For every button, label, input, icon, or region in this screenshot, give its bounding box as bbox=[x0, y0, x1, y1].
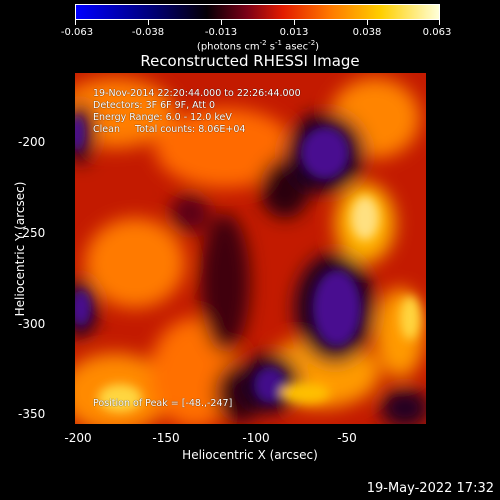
colorbar-tick-label: -0.013 bbox=[204, 27, 238, 38]
x-tick-label: -100 bbox=[242, 431, 270, 445]
y-tick-label: -350 bbox=[18, 407, 46, 421]
rhessi-image bbox=[75, 73, 426, 424]
y-axis-title: Heliocentric Y (arcsec) bbox=[13, 181, 27, 317]
plot-title: Reconstructed RHESSI Image bbox=[140, 52, 360, 70]
clean-counts-text: Clean Total counts: 8.06E+04 bbox=[93, 124, 246, 135]
timestamp: 19-May-2022 17:32 bbox=[366, 481, 494, 496]
colorbar-tick-label: 0.063 bbox=[422, 27, 452, 38]
y-tick-label: -300 bbox=[18, 317, 46, 331]
colorbar-tick bbox=[294, 20, 295, 25]
colorbar-tick-label: -0.038 bbox=[131, 27, 165, 38]
colorbar-tick bbox=[148, 20, 149, 25]
x-tick-label: -150 bbox=[152, 431, 180, 445]
peak-position-text: Position of Peak = [-48.,-247] bbox=[93, 398, 233, 409]
colorbar-tick bbox=[439, 20, 440, 25]
x-tick-label: -50 bbox=[337, 431, 357, 445]
colorbar-tick-label: 0.038 bbox=[352, 27, 382, 38]
colorbar-tick bbox=[75, 20, 76, 25]
colorbar bbox=[75, 4, 440, 20]
colorbar-tick-label: -0.063 bbox=[60, 27, 94, 38]
energy-range-text: Energy Range: 6.0 - 12.0 keV bbox=[93, 112, 232, 123]
x-tick-label: -200 bbox=[64, 431, 92, 445]
colorbar-tick-label: 0.013 bbox=[279, 27, 309, 38]
colorbar-tick bbox=[367, 20, 368, 25]
y-tick-label: -200 bbox=[18, 135, 46, 149]
colorbar-tick bbox=[221, 20, 222, 25]
detectors-text: Detectors: 3F 6F 9F, Att 0 bbox=[93, 100, 216, 111]
y-tick-label: -250 bbox=[18, 226, 46, 240]
x-axis-title: Heliocentric X (arcsec) bbox=[182, 448, 318, 462]
time-range-text: 19-Nov-2014 22:20:44.000 to 22:26:44.000 bbox=[93, 88, 301, 99]
colorbar-units: (photons cm-2 s-1 asec-2) bbox=[196, 39, 320, 53]
